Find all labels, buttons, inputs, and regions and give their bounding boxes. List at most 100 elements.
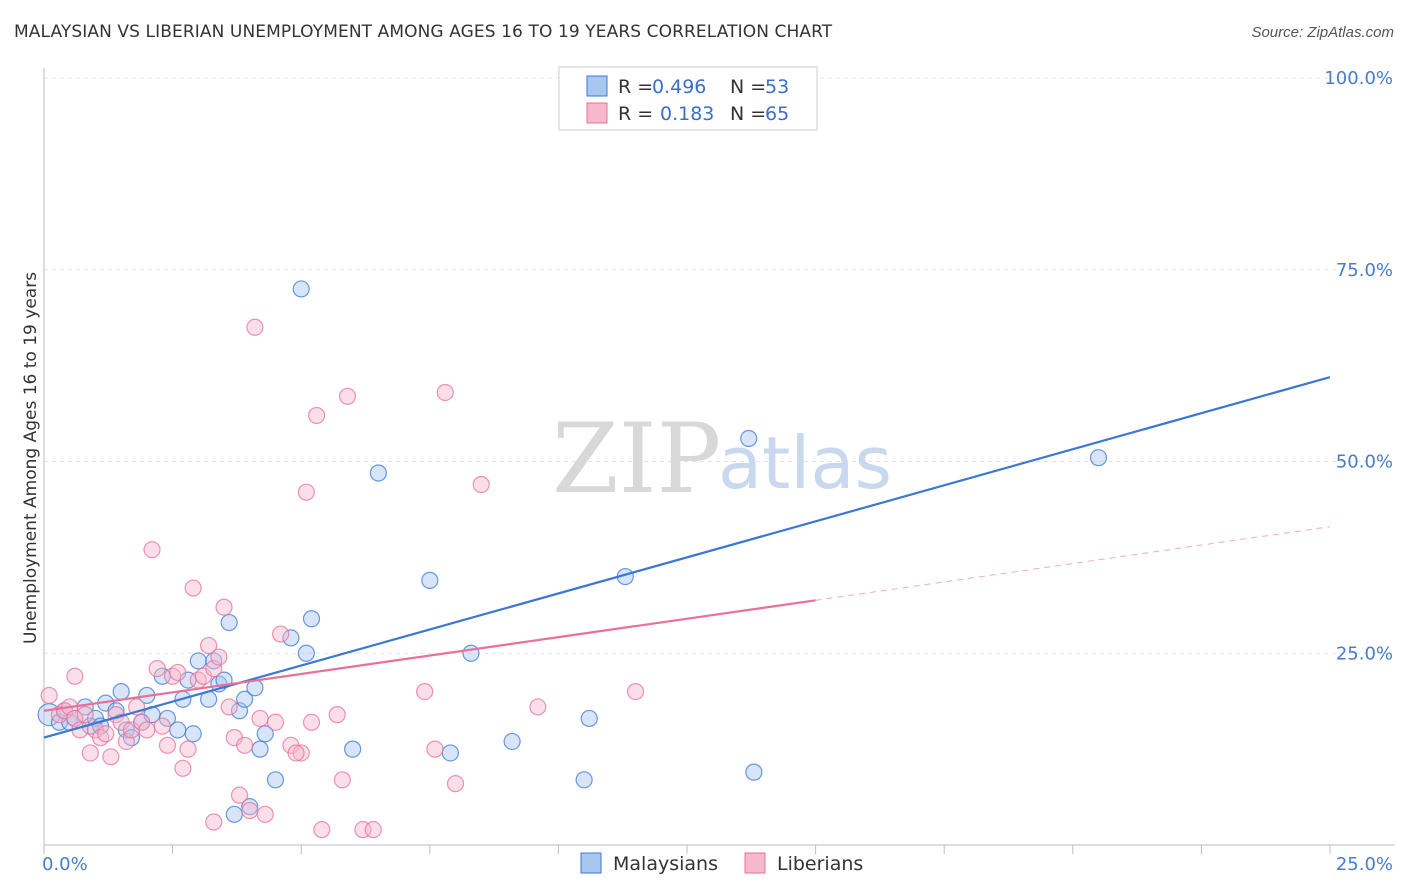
point-malaysians-22: [184, 725, 202, 743]
trend-line-liberians: [43, 599, 816, 712]
point-liberians-19: [138, 721, 156, 739]
point-liberians-50: [313, 821, 331, 839]
watermark: ZIP atlas: [552, 403, 892, 515]
point-liberians-23: [158, 736, 177, 754]
legend-n-value-2: 65: [765, 103, 789, 125]
point-malaysians-39: [297, 644, 315, 662]
legend-r-value-1: 0.496: [652, 76, 706, 98]
y-tick-label-3: 25.0%: [1336, 643, 1393, 664]
point-malaysians-40: [302, 610, 321, 628]
point-liberians-62: [626, 682, 645, 701]
point-liberians-11: [97, 725, 115, 743]
point-malaysians-37: [282, 629, 300, 647]
legend-swatch-malaysians: [586, 75, 608, 97]
x-tick-label-1: 25.0%: [1336, 854, 1393, 875]
x-tick-labels: 0.0% 25.0%: [42, 854, 1393, 875]
gridlines: [44, 77, 1395, 654]
point-malaysians-48: [580, 709, 598, 728]
point-liberians-20: [143, 541, 161, 559]
bottom-legend-liberians: Liberians: [777, 853, 863, 875]
legend-swatch-liberians: [586, 102, 608, 124]
point-malaysians-52: [1089, 449, 1108, 467]
point-liberians-22: [153, 717, 171, 735]
point-liberians-37: [230, 786, 249, 804]
point-liberians-4: [66, 667, 84, 685]
point-liberians-44: [272, 625, 290, 643]
point-liberians-49: [308, 406, 326, 425]
point-liberians-59: [446, 775, 465, 793]
watermark-zip: ZIP: [552, 403, 721, 515]
point-liberians-26: [174, 759, 192, 777]
point-liberians-64: [205, 813, 223, 831]
point-liberians-12: [102, 748, 120, 766]
point-malaysians-43: [421, 571, 439, 589]
series-legend: Malaysians Liberians: [580, 852, 863, 875]
point-liberians-35: [220, 698, 238, 716]
legend-r-label-2: R =: [618, 103, 653, 125]
x-tick-label-0: 0.0%: [42, 854, 88, 875]
point-liberians-31: [200, 636, 218, 655]
point-liberians-7: [76, 706, 94, 724]
y-tick-label-1: 75.0%: [1336, 260, 1393, 281]
trend-line-extension-liberians: [815, 526, 1331, 601]
point-liberians-33: [210, 648, 228, 666]
point-liberians-58: [436, 383, 454, 402]
y-axis-label: Unemployment Among Ages 16 to 19 years: [21, 272, 41, 644]
point-malaysians-35: [256, 725, 274, 743]
point-malaysians-23: [189, 652, 207, 670]
point-malaysians-28: [220, 613, 238, 632]
legend-n-label-1: N =: [730, 76, 766, 98]
point-liberians-47: [297, 483, 315, 501]
point-liberians-28: [184, 579, 202, 597]
point-liberians-39: [241, 801, 259, 820]
legend-r-value-2: 0.183: [660, 103, 714, 125]
bottom-legend-swatch-liberians: [744, 852, 766, 874]
chart-source: Source: ZipAtlas.com: [1251, 24, 1394, 41]
point-liberians-51: [328, 706, 346, 724]
point-malaysians-44: [441, 744, 459, 762]
y-tick-label-2: 50.0%: [1336, 452, 1393, 473]
bottom-legend-swatch-malaysians: [580, 852, 602, 874]
point-liberians-25: [169, 663, 187, 682]
point-malaysians-47: [575, 771, 593, 789]
point-liberians-53: [338, 387, 357, 405]
trend-line-malaysians: [43, 376, 1331, 739]
legend-n-label-2: N =: [730, 103, 766, 125]
watermark-atlas: atlas: [718, 421, 892, 505]
point-liberians-63: [287, 744, 305, 762]
point-malaysians-42: [369, 464, 387, 482]
point-liberians-55: [364, 821, 382, 839]
point-liberians-43: [266, 713, 285, 731]
point-liberians-27: [179, 740, 197, 758]
stats-legend: R = 0.496 N = 53 R = 0.183 N = 65: [558, 66, 818, 131]
point-liberians-38: [236, 736, 254, 754]
point-malaysians-51: [745, 763, 763, 781]
point-malaysians-50: [740, 429, 758, 448]
point-malaysians-19: [169, 721, 187, 739]
point-malaysians-34: [251, 740, 269, 758]
point-liberians-0: [40, 686, 58, 705]
point-malaysians-41: [344, 740, 362, 758]
y-tick-label-0: 100.0%: [1324, 68, 1393, 89]
point-liberians-21: [148, 659, 166, 678]
point-liberians-48: [302, 713, 321, 731]
point-malaysians-45: [462, 644, 480, 662]
point-liberians-61: [529, 698, 547, 716]
chart-title: MALAYSIAN VS LIBERIAN UNEMPLOYMENT AMONG…: [14, 22, 833, 42]
point-liberians-34: [215, 598, 233, 616]
trend-lines: [43, 376, 1331, 739]
point-malaysians-36: [266, 771, 285, 789]
axes: [43, 68, 1395, 854]
bottom-legend-malaysians: Malaysians: [613, 853, 718, 875]
point-liberians-56: [416, 682, 434, 701]
point-malaysians-46: [503, 732, 521, 751]
legend-n-value-1: 53: [765, 76, 789, 98]
point-malaysians-31: [236, 690, 254, 708]
point-malaysians-32: [241, 798, 259, 816]
point-liberians-52: [333, 771, 351, 789]
point-liberians-46: [292, 744, 310, 762]
point-liberians-41: [251, 709, 269, 728]
point-liberians-40: [246, 318, 264, 336]
point-malaysians-11: [112, 682, 130, 701]
